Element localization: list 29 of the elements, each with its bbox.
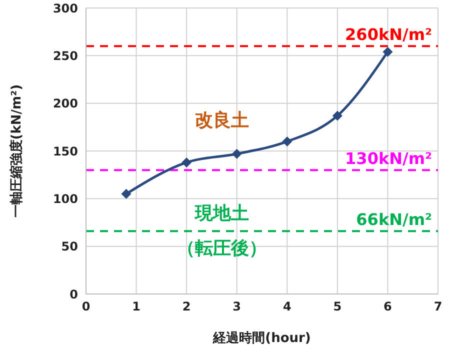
- point: [182, 157, 192, 168]
- x-tick-label: 1: [132, 300, 140, 314]
- point: [332, 110, 342, 121]
- x-tick-label: 5: [333, 300, 342, 314]
- annotation: 改良土: [195, 109, 249, 132]
- y-tick-label: 200: [52, 96, 78, 111]
- y-tick-label: 250: [52, 48, 78, 63]
- ref-line-label: 260kN/m²: [345, 25, 432, 44]
- x-tick-label: 2: [182, 300, 191, 314]
- point: [232, 148, 242, 159]
- point: [382, 46, 393, 57]
- x-tick-label: 3: [232, 300, 242, 314]
- x-tick-label: 6: [384, 300, 392, 314]
- x-tick-label: 4: [282, 300, 292, 314]
- y-axis-title: 一軸圧縮強度(kN/m²): [8, 84, 25, 218]
- y-tick-label: 300: [52, 1, 78, 16]
- y-tick-label: 0: [70, 287, 78, 302]
- x-axis-title: 経過時間(hour): [212, 331, 311, 346]
- point: [282, 136, 292, 146]
- x-tick-label: 0: [82, 300, 90, 314]
- y-tick-label: 50: [61, 240, 78, 254]
- ref-line-label: 66kN/m²: [356, 210, 432, 230]
- annotation: 現地土: [195, 202, 249, 225]
- point: [121, 188, 132, 199]
- y-tick-label: 150: [52, 144, 78, 158]
- y-tick-label: 100: [52, 192, 78, 206]
- annotation: （転圧後）: [177, 237, 267, 260]
- ref-line-label: 130kN/m²: [345, 149, 432, 168]
- x-tick-label: 7: [434, 300, 442, 314]
